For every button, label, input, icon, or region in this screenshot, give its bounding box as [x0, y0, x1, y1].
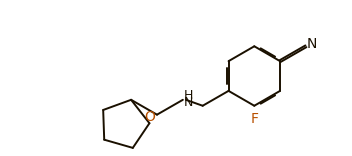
Text: F: F: [250, 112, 258, 126]
Text: O: O: [144, 110, 155, 124]
Text: N: N: [184, 96, 194, 109]
Text: H: H: [184, 89, 194, 102]
Text: N: N: [306, 37, 316, 51]
